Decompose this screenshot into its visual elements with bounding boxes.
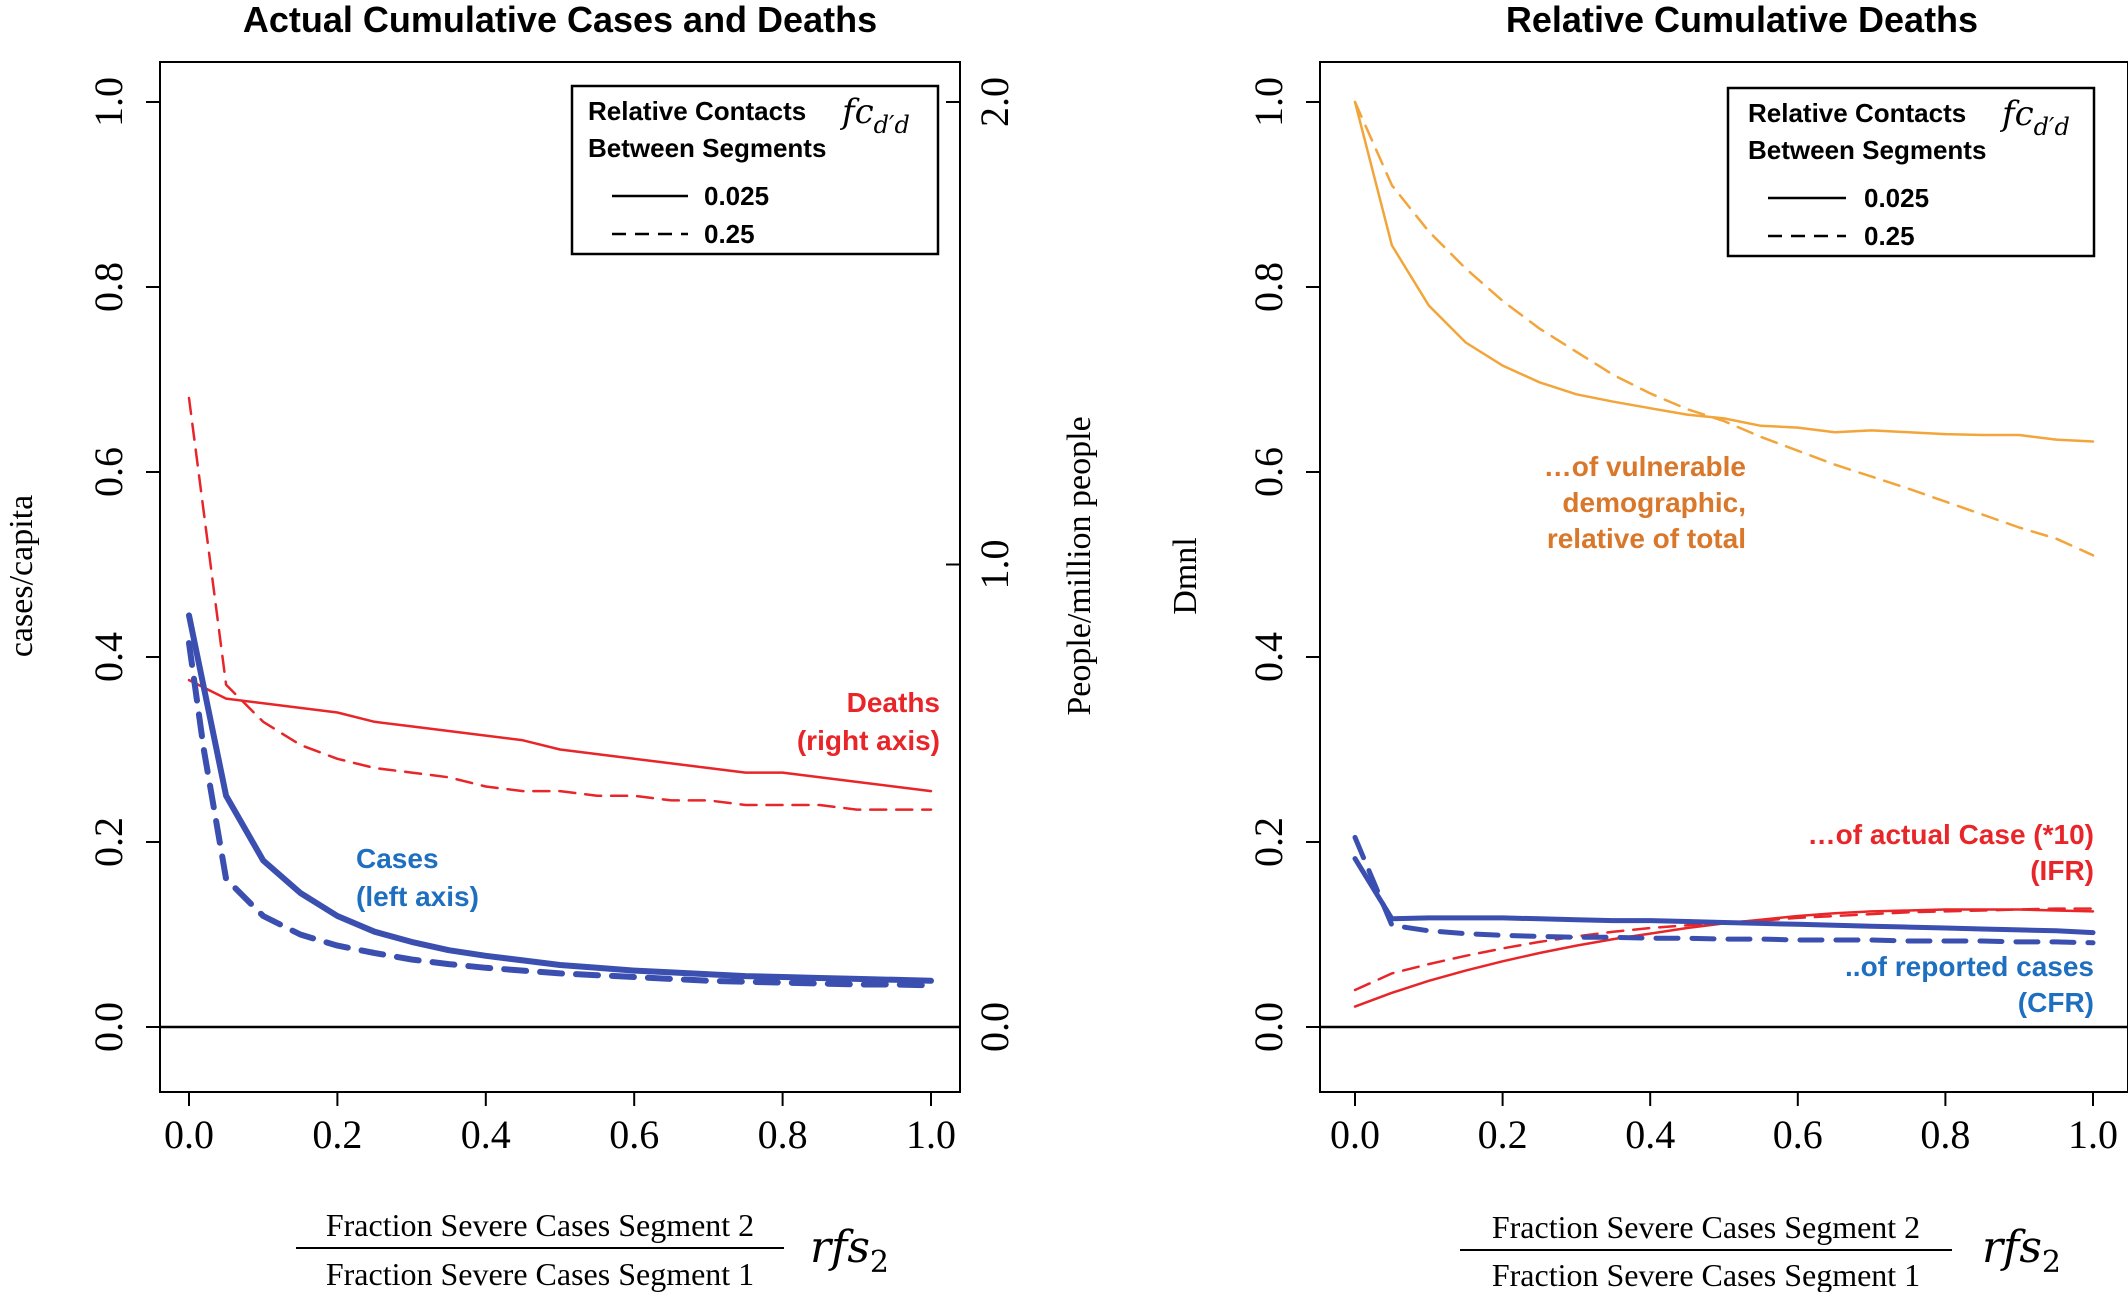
annotation-cfr-line1: ..of reported cases bbox=[1845, 951, 2094, 982]
chart-right-plot-frame bbox=[1319, 61, 2128, 1093]
chart-left-xlabel-numerator: Fraction Severe Cases Segment 2 bbox=[326, 1207, 754, 1243]
chart-left-y-axis: 0.0 0.2 0.4 0.6 0.8 1.0 bbox=[86, 77, 160, 1052]
chart-right-xlabel-symbol: rfs2 bbox=[1982, 1222, 2061, 1280]
chart-right-xlabel-denominator: Fraction Severe Cases Segment 1 bbox=[1492, 1257, 1920, 1292]
x-tick-label: 0.4 bbox=[461, 1112, 511, 1157]
series-deaths-dashed bbox=[187, 396, 933, 811]
series-cases-dashed bbox=[186, 640, 934, 989]
legend-entry-dashed: 0.25 bbox=[704, 219, 755, 249]
y-tick-label: 0.2 bbox=[1246, 817, 1291, 867]
y-tick-label: 0.8 bbox=[1246, 262, 1291, 312]
x-tick-label: 1.0 bbox=[906, 1112, 956, 1157]
annotation-cases-line2: (left axis) bbox=[356, 881, 479, 912]
chart-left-plot-frame bbox=[159, 61, 961, 1093]
annotation-deaths-line1: Deaths bbox=[847, 687, 940, 718]
x-tick-label: 0.8 bbox=[758, 1112, 808, 1157]
y-tick-label: 0.0 bbox=[86, 1002, 131, 1052]
chart-right-xlabel: Fraction Severe Cases Segment 2 Fraction… bbox=[1460, 1209, 2061, 1292]
legend-entry-solid: 0.025 bbox=[704, 181, 769, 211]
y2-tick-label: 1.0 bbox=[972, 540, 1017, 590]
annotation-vulnerable-line3: relative of total bbox=[1547, 523, 1746, 554]
chart-right: Relative Cumulative Deaths 0.00.20.40.60… bbox=[1167, 0, 2128, 1292]
y-tick-label: 0.6 bbox=[86, 447, 131, 497]
chart-left-title: Actual Cumulative Cases and Deaths bbox=[243, 0, 877, 40]
y-tick-label: 0.2 bbox=[86, 817, 131, 867]
chart-right-legend: Relative Contacts Between Segments fcd′d… bbox=[1726, 86, 2096, 258]
annotation-vulnerable-line2: demographic, bbox=[1562, 487, 1746, 518]
legend-title-line2: Between Segments bbox=[1748, 135, 1986, 165]
x-tick-label: 0.8 bbox=[1920, 1112, 1970, 1157]
annotation-deaths-line2: (right axis) bbox=[797, 725, 940, 756]
annotation-vulnerable-line1: …of vulnerable bbox=[1544, 451, 1746, 482]
x-tick-label: 0.6 bbox=[609, 1112, 659, 1157]
x-tick-label: 0.6 bbox=[1773, 1112, 1823, 1157]
x-tick-label: 0.0 bbox=[1330, 1112, 1380, 1157]
chart-right-series bbox=[1352, 100, 2096, 1008]
annotation-cfr-line2: (CFR) bbox=[2018, 987, 2094, 1018]
chart-left-ylabel: cases/capita bbox=[3, 495, 40, 657]
chart-right-y-axis: 0.0 0.2 0.4 0.6 0.8 1.0 bbox=[1246, 77, 1320, 1052]
chart-left-xlabel: Fraction Severe Cases Segment 2 Fraction… bbox=[296, 1207, 889, 1292]
annotation-cases-line1: Cases bbox=[356, 843, 439, 874]
y-tick-label: 0.8 bbox=[86, 262, 131, 312]
chart-right-x-axis: 0.0 0.2 0.4 0.6 0.8 1.0 bbox=[1330, 1092, 2118, 1157]
series-cfr-dashed bbox=[1352, 834, 2096, 946]
legend-title-line2: Between Segments bbox=[588, 133, 826, 163]
chart-left-y2-axis: 0.0 1.0 2.0 bbox=[946, 77, 1017, 1052]
y-tick-label: 0.4 bbox=[1246, 632, 1291, 682]
legend-symbol: fcd′d bbox=[1999, 94, 2070, 141]
chart-left-x-axis: 0.0 0.2 0.4 0.6 0.8 1.0 bbox=[164, 1092, 956, 1157]
chart-right-title: Relative Cumulative Deaths bbox=[1506, 0, 1978, 40]
x-tick-label: 0.0 bbox=[164, 1112, 214, 1157]
annotation-ifr-line2: (IFR) bbox=[2030, 855, 2094, 886]
chart-left-legend: Relative Contacts Between Segments fcd′d… bbox=[570, 84, 940, 256]
x-tick-label: 1.0 bbox=[2068, 1112, 2118, 1157]
series-vulnerable-demographic-dashed bbox=[1353, 100, 2095, 557]
y-tick-label: 1.0 bbox=[86, 77, 131, 127]
annotation-ifr: …of actual Case (*10) (IFR) bbox=[1808, 819, 2094, 886]
y2-tick-label: 2.0 bbox=[972, 77, 1017, 127]
legend-title-line1: Relative Contacts bbox=[588, 96, 806, 126]
legend-title-line1: Relative Contacts bbox=[1748, 98, 1966, 128]
chart-left-xlabel-denominator: Fraction Severe Cases Segment 1 bbox=[326, 1256, 754, 1292]
chart-right-xlabel-numerator: Fraction Severe Cases Segment 2 bbox=[1492, 1209, 1920, 1245]
series-vulnerable-demographic-solid bbox=[1353, 100, 2095, 443]
series-cfr-solid bbox=[1352, 856, 2096, 936]
series-cases-solid bbox=[186, 612, 934, 984]
y-tick-label: 0.0 bbox=[1246, 1002, 1291, 1052]
x-tick-label: 0.4 bbox=[1625, 1112, 1675, 1157]
legend-box bbox=[1726, 86, 2096, 258]
annotation-vulnerable: …of vulnerable demographic, relative of … bbox=[1544, 451, 1746, 554]
x-tick-label: 0.2 bbox=[1478, 1112, 1528, 1157]
annotation-cfr: ..of reported cases (CFR) bbox=[1845, 951, 2094, 1018]
chart-left: Actual Cumulative Cases and Deaths 0.00.… bbox=[3, 0, 1098, 1292]
x-tick-label: 0.2 bbox=[312, 1112, 362, 1157]
y-tick-label: 0.4 bbox=[86, 632, 131, 682]
chart-left-xlabel-symbol: rfs2 bbox=[810, 1222, 889, 1280]
legend-box bbox=[570, 84, 940, 256]
chart-right-ylabel: Dmnl bbox=[1167, 537, 1204, 614]
y-tick-label: 0.6 bbox=[1246, 447, 1291, 497]
chart-left-series bbox=[186, 396, 934, 989]
annotation-cases: Cases (left axis) bbox=[356, 843, 479, 912]
legend-symbol: fcd′d bbox=[839, 92, 910, 139]
annotation-ifr-line1: …of actual Case (*10) bbox=[1808, 819, 2094, 850]
chart-left-y2label: People/million people bbox=[1061, 416, 1098, 715]
legend-entry-dashed: 0.25 bbox=[1864, 221, 1915, 251]
y-tick-label: 1.0 bbox=[1246, 77, 1291, 127]
annotation-deaths: Deaths (right axis) bbox=[797, 687, 940, 756]
series-deaths-solid bbox=[187, 678, 933, 793]
y2-tick-label: 0.0 bbox=[972, 1002, 1017, 1052]
legend-entry-solid: 0.025 bbox=[1864, 183, 1929, 213]
